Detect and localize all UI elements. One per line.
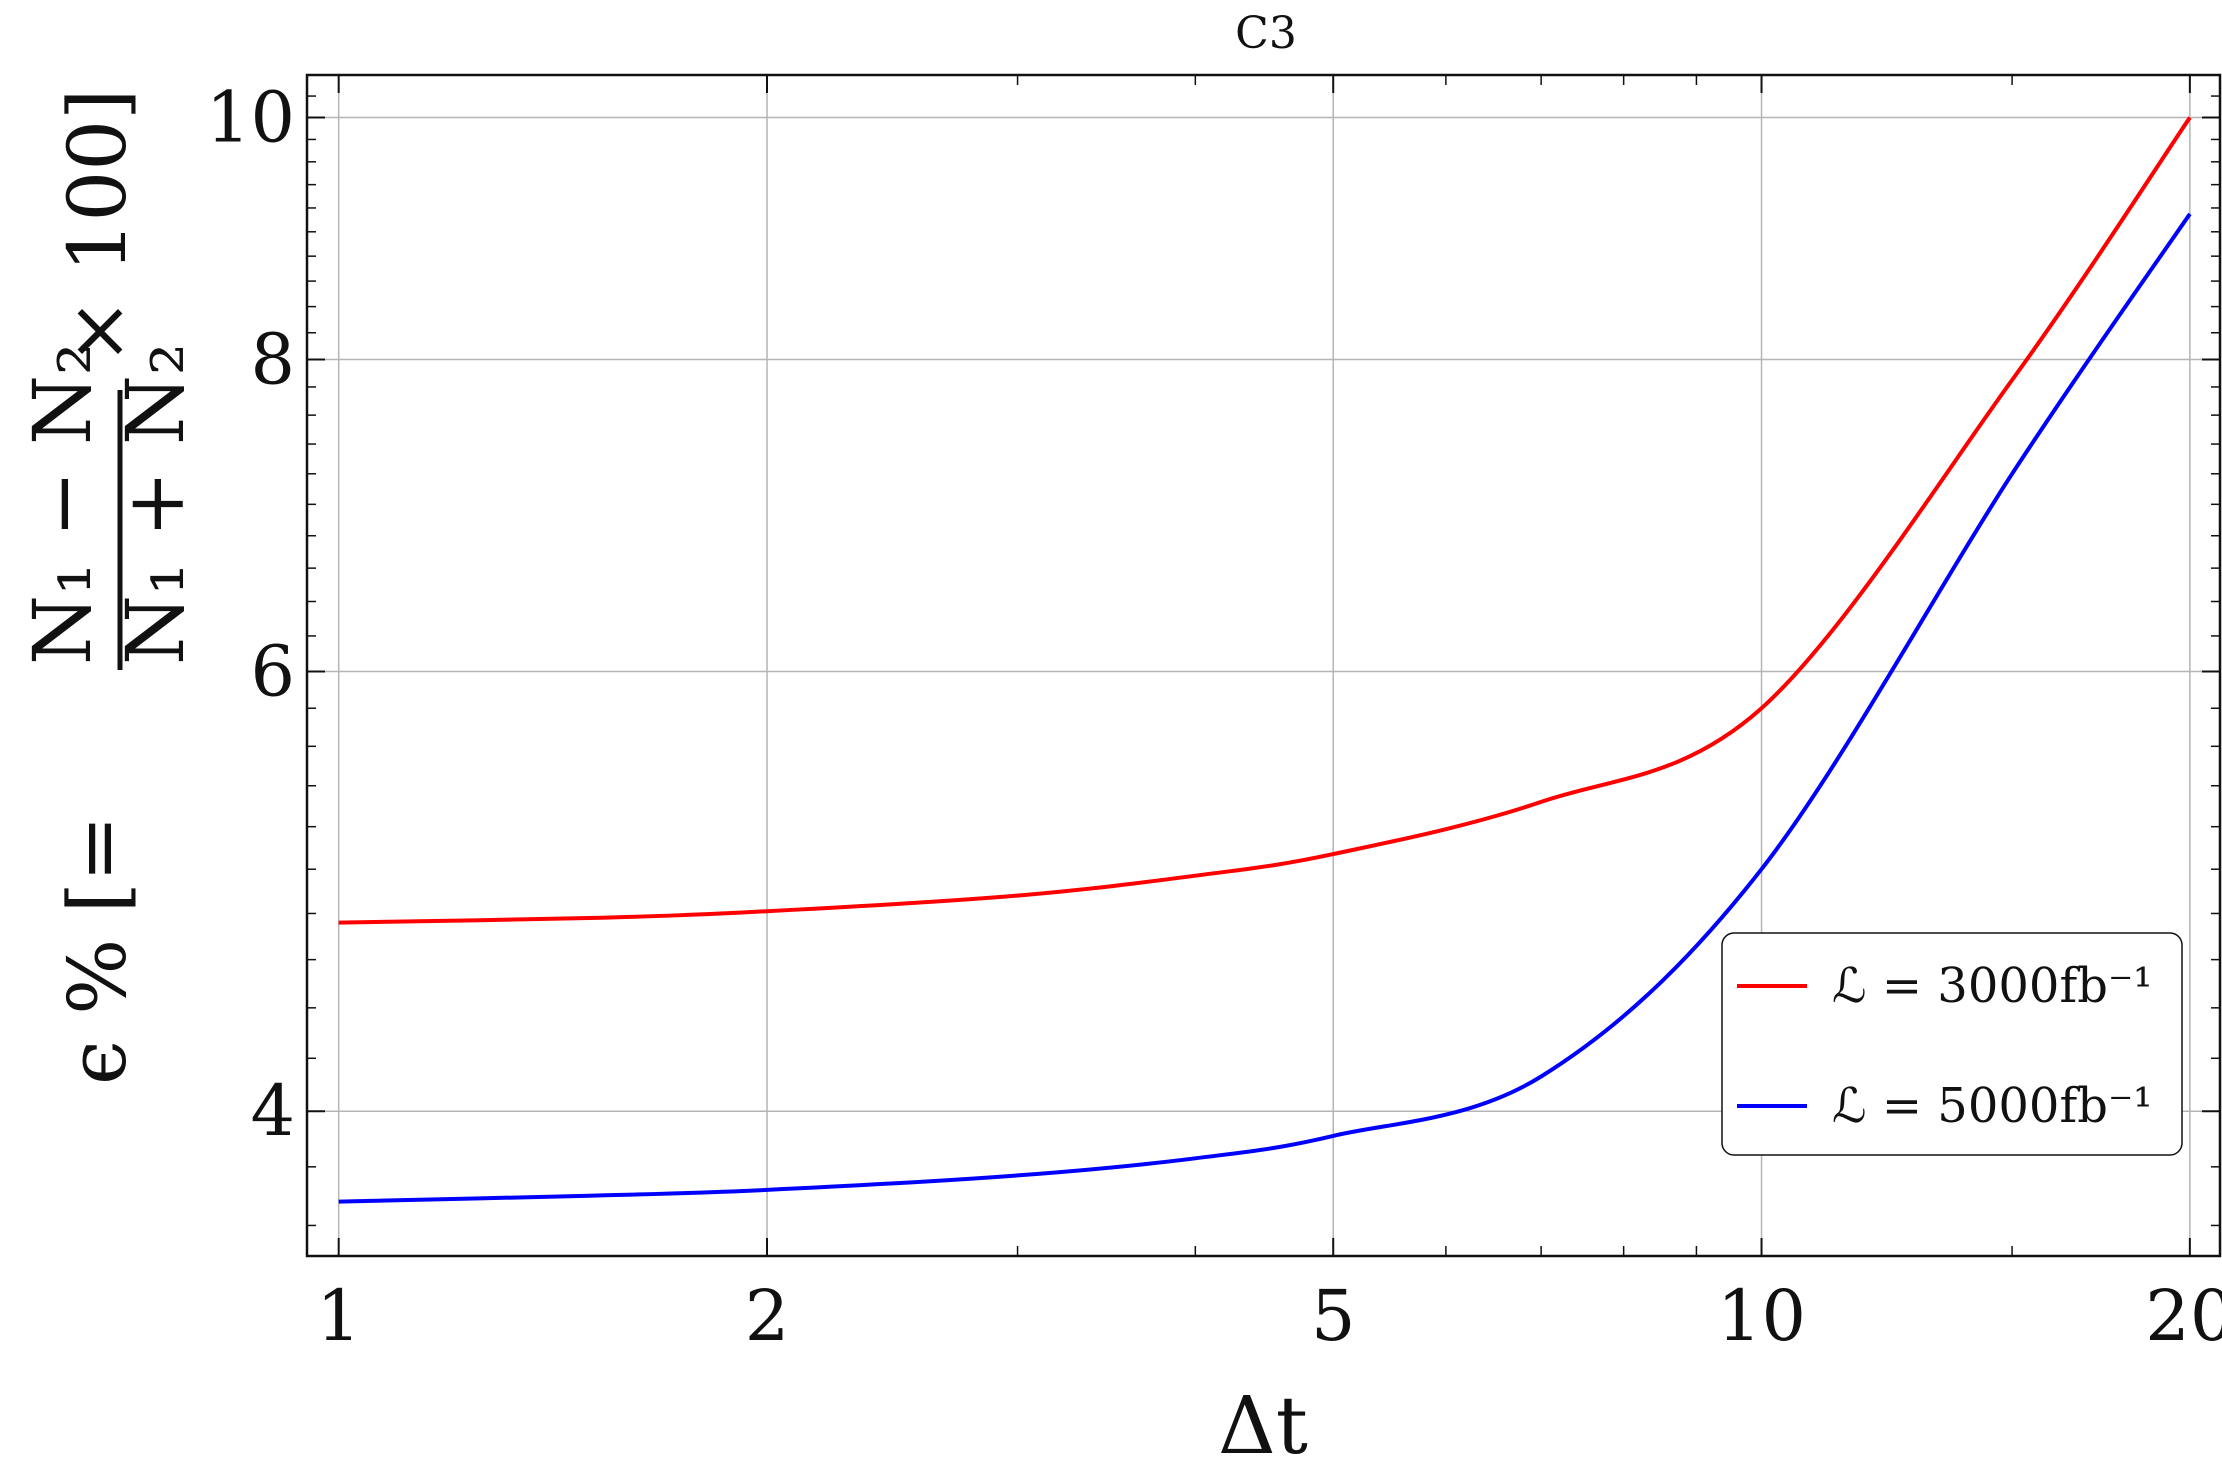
y-tick-labels: 4 6 8 10 bbox=[206, 77, 295, 1153]
legend-label-1: ℒ = 5000fb⁻¹ bbox=[1832, 1078, 2153, 1134]
y-axis-label-denominator: N₁ + N₂ bbox=[109, 343, 202, 665]
y-axis-label-suffix: × 100] bbox=[51, 89, 144, 365]
y-axis-label-prefix: ϵ % [= bbox=[51, 815, 144, 1085]
ticks bbox=[307, 75, 2220, 1256]
y-tick-label: 6 bbox=[250, 630, 295, 712]
chart-title: C3 bbox=[1235, 8, 1297, 59]
x-tick-label: 20 bbox=[2145, 1275, 2222, 1357]
series-group bbox=[338, 116, 2192, 1204]
series-line-0 bbox=[338, 116, 2192, 925]
legend-box bbox=[1721, 932, 2183, 1156]
x-tick-label: 5 bbox=[1311, 1275, 1356, 1357]
plot-frame bbox=[305, 73, 2222, 1258]
y-tick-label: 8 bbox=[250, 319, 295, 401]
legend: ℒ = 3000fb⁻¹ ℒ = 5000fb⁻¹ bbox=[1721, 932, 2183, 1156]
x-tick-label: 2 bbox=[745, 1275, 790, 1357]
y-axis-label-numerator: N₁ − N₂ bbox=[16, 343, 109, 665]
y-axis-label: ϵ % [= N₁ − N₂ N₁ + N₂ × 100] bbox=[16, 89, 202, 1085]
y-tick-label: 10 bbox=[206, 77, 295, 159]
x-tick-label: 1 bbox=[316, 1275, 361, 1357]
x-axis-label: Δt bbox=[1218, 1379, 1308, 1469]
grid bbox=[307, 75, 2220, 1256]
x-tick-labels: 1 2 5 10 20 bbox=[316, 1275, 2222, 1357]
y-tick-label: 4 bbox=[250, 1070, 295, 1152]
legend-label-0: ℒ = 3000fb⁻¹ bbox=[1832, 958, 2153, 1014]
x-tick-label: 10 bbox=[1717, 1275, 1806, 1357]
series-line-1 bbox=[338, 212, 2192, 1204]
